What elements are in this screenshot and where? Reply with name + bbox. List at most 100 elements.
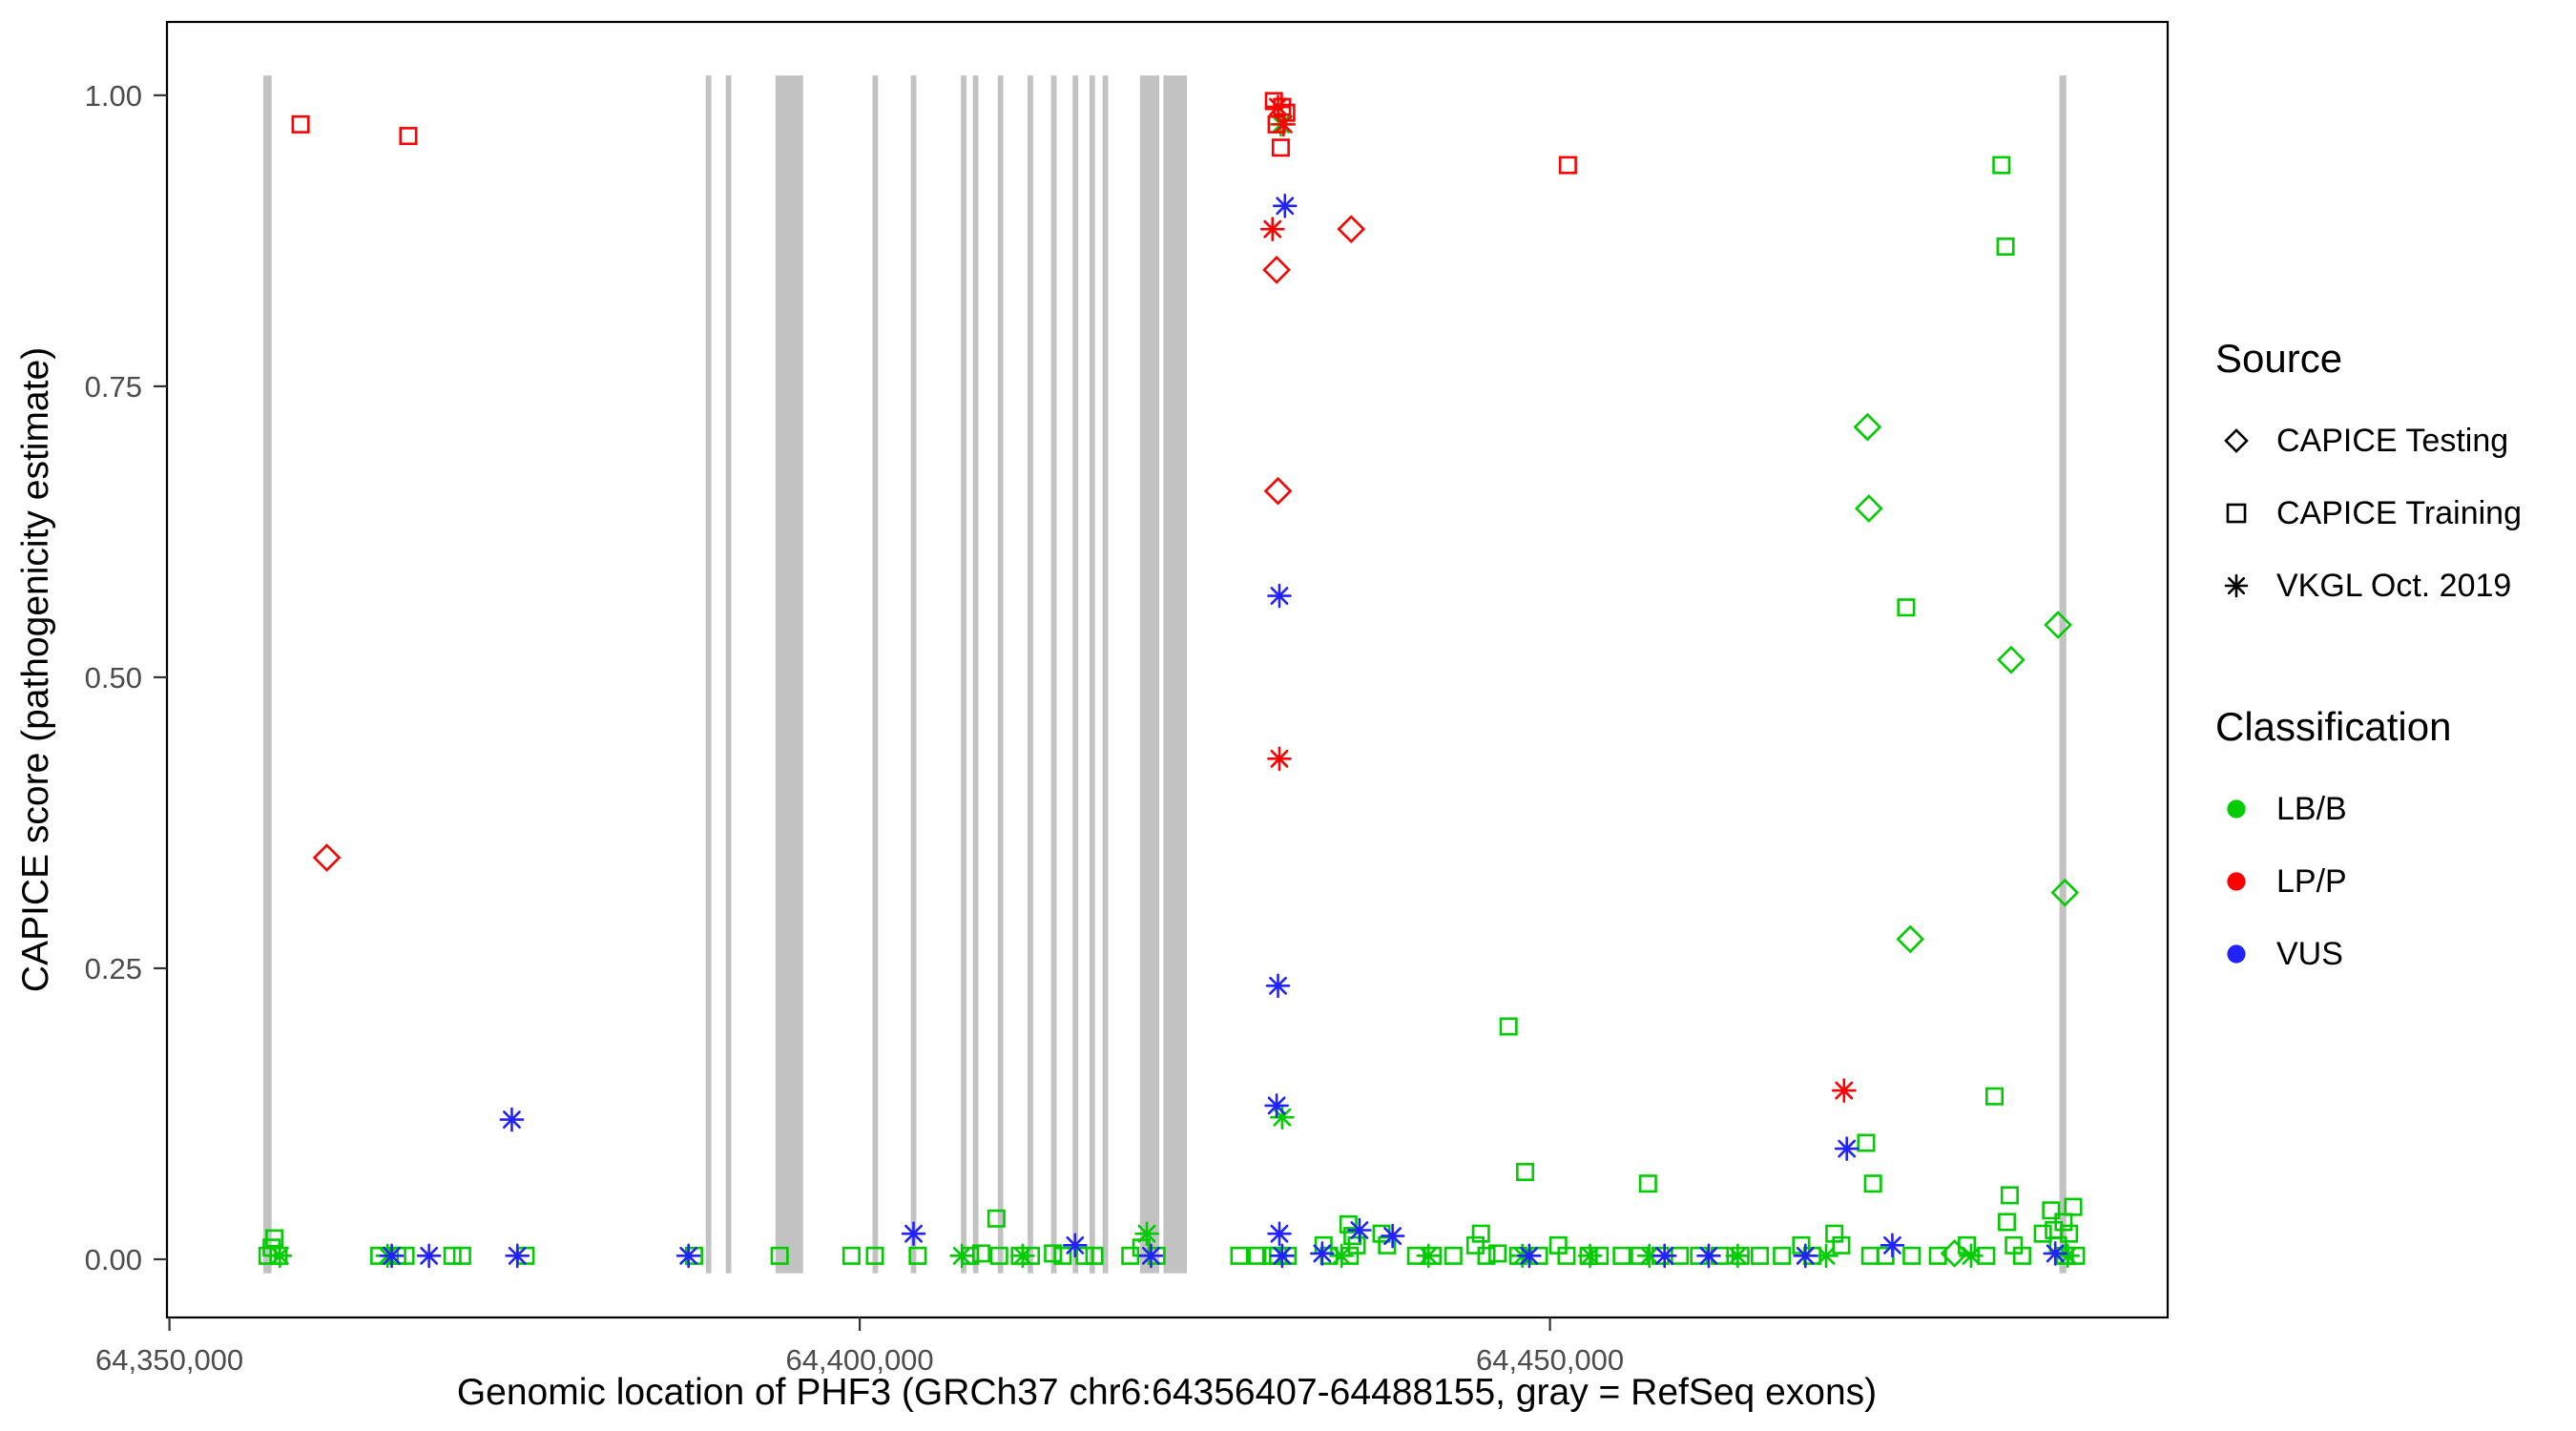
- circle-legend-icon: [2227, 799, 2246, 819]
- exon-bar: [1163, 75, 1188, 1274]
- data-point: [1577, 1243, 1603, 1269]
- data-point: [1725, 1243, 1751, 1269]
- data-point: [1558, 156, 1577, 175]
- legend-classification-title: Classification: [2215, 704, 2452, 749]
- legend-item-label: VUS: [2276, 935, 2343, 972]
- exon-bar: [775, 75, 803, 1274]
- data-point: [1488, 1244, 1507, 1263]
- data-point: [1773, 1246, 1792, 1265]
- data-point: [1857, 1133, 1876, 1152]
- exon-bar: [262, 75, 272, 1274]
- data-point: [1876, 1246, 1895, 1265]
- data-point: [1863, 1174, 1882, 1193]
- data-point: [1378, 1235, 1397, 1255]
- data-point: [1477, 1246, 1496, 1265]
- data-point: [1310, 1241, 1335, 1266]
- data-point: [2064, 1197, 2083, 1216]
- y-tick-label: 0.25: [85, 952, 142, 985]
- data-point: [2050, 878, 2080, 907]
- legend-classification-section: Classification LB/B LP/P VUS: [2215, 704, 2559, 990]
- diamond-legend-icon: [2224, 428, 2249, 453]
- data-point: [1265, 94, 1291, 119]
- data-point: [1380, 1223, 1405, 1249]
- x-axis-title: Genomic location of PHF3 (GRCh37 chr6:64…: [457, 1372, 1877, 1413]
- square-glyph: [2226, 503, 2247, 524]
- square-legend-icon: [2226, 503, 2247, 524]
- data-point: [505, 1243, 530, 1269]
- data-point: [841, 1246, 861, 1265]
- data-point: [1444, 1246, 1463, 1265]
- data-point: [1267, 583, 1292, 609]
- exon-bar: [997, 75, 1004, 1274]
- data-point: [971, 1244, 990, 1263]
- exon-bar: [872, 75, 879, 1274]
- data-point: [1262, 256, 1291, 284]
- data-point: [949, 1243, 974, 1269]
- data-point: [1272, 193, 1298, 218]
- data-point: [1265, 973, 1291, 999]
- data-point: [1985, 1087, 2005, 1106]
- legend-item-label: CAPICE Training: [2276, 494, 2522, 531]
- data-point: [1270, 1243, 1295, 1269]
- data-point: [291, 114, 310, 134]
- x-tick-label: 64,400,000: [786, 1343, 934, 1377]
- data-point: [416, 1243, 442, 1269]
- circle-glyph: [2227, 799, 2246, 819]
- legend-item-vus: VUS: [2215, 918, 2559, 990]
- legend-source-section: Source CAPICE Testing CAPICE Training VKGL…: [2215, 336, 2559, 622]
- data-point: [2044, 611, 2072, 639]
- legend-item-lb-b: LB/B: [2215, 773, 2559, 845]
- asterisk-legend-icon: [2224, 573, 2249, 598]
- exon-bar: [961, 75, 966, 1274]
- data-point: [901, 1221, 926, 1246]
- circle-legend-icon: [2227, 944, 2246, 964]
- exon-bar: [1139, 75, 1160, 1274]
- exon-bar: [1050, 75, 1057, 1274]
- exon-bar: [1028, 75, 1033, 1274]
- data-point: [1940, 1239, 1969, 1268]
- exon-bar: [2059, 75, 2067, 1274]
- diamond-glyph: [2224, 428, 2249, 453]
- legend-item-label: VKGL Oct. 2019: [2276, 567, 2512, 604]
- legend-source-title: Source: [2215, 336, 2343, 381]
- data-point: [1517, 1243, 1542, 1269]
- data-point: [1259, 217, 1285, 241]
- y-axis-title: CAPICE score (pathogenicity estimate): [15, 347, 56, 992]
- data-point: [2060, 1224, 2079, 1243]
- series-diamond: [312, 215, 1366, 872]
- data-point: [1138, 1243, 1164, 1269]
- data-point: [1264, 1093, 1289, 1118]
- data-point: [1516, 1162, 1535, 1181]
- x-axis: 64,350,000 64,400,000 64,450,000: [95, 1317, 1624, 1377]
- series-asterisk: [1259, 94, 1857, 1103]
- data-point: [1499, 1017, 1518, 1036]
- data-point: [1612, 1246, 1631, 1265]
- data-point: [1053, 1246, 1072, 1265]
- x-tick-label: 64,450,000: [1476, 1343, 1624, 1377]
- exon-bar: [1089, 75, 1095, 1274]
- data-point: [1996, 237, 2015, 256]
- data-point: [1557, 1246, 1576, 1265]
- exon-bars: [262, 75, 2067, 1274]
- data-point: [1896, 924, 1925, 954]
- data-point: [1044, 1244, 1063, 1263]
- data-point: [452, 1246, 471, 1265]
- legend-source-items: CAPICE Testing CAPICE Training VKGL Oct. 2…: [2215, 404, 2559, 622]
- legend-item-lp-p: LP/P: [2215, 845, 2559, 918]
- data-point: [1638, 1174, 1657, 1193]
- legend-item-capice-training: CAPICE Training: [2215, 477, 2559, 550]
- data-point: [1814, 1243, 1839, 1269]
- y-tick-label: 0.50: [85, 661, 142, 695]
- data-point: [1997, 645, 2025, 674]
- data-point: [1471, 1224, 1490, 1243]
- data-point: [1085, 1246, 1104, 1265]
- data-point: [1339, 1214, 1358, 1234]
- data-point: [1751, 1246, 1770, 1265]
- data-point: [1416, 1243, 1442, 1269]
- data-point: [1337, 215, 1366, 244]
- legend-item-capice-testing: CAPICE Testing: [2215, 404, 2559, 477]
- data-point: [1075, 1246, 1094, 1265]
- asterisk-glyph: [2224, 573, 2249, 598]
- data-point: [1010, 1243, 1035, 1269]
